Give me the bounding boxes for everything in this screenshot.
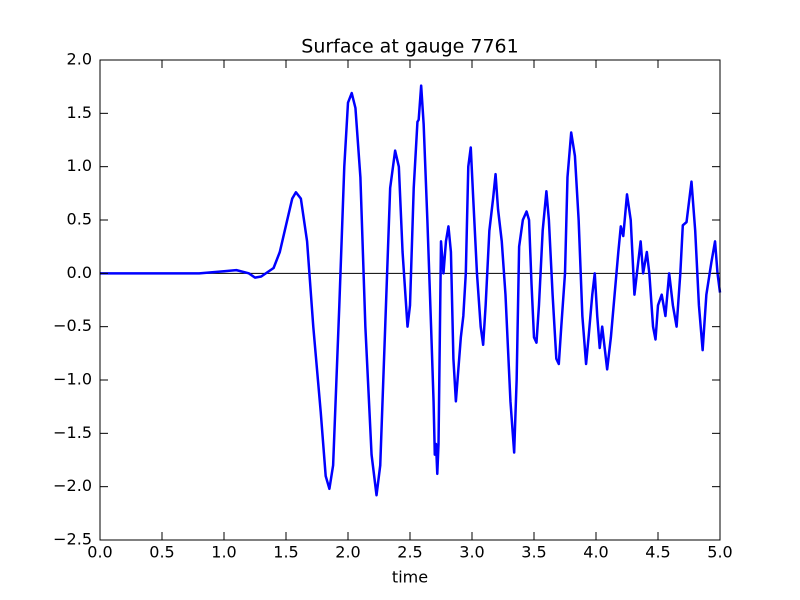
x-tick-label: 2.5 bbox=[397, 543, 422, 562]
x-tick-label: 1.0 bbox=[211, 543, 236, 562]
y-tick-label: 2.0 bbox=[67, 50, 92, 69]
x-tick-label: 5.0 bbox=[707, 543, 732, 562]
y-tick-label: −2.0 bbox=[53, 476, 92, 495]
x-tick-label: 4.0 bbox=[583, 543, 608, 562]
x-tick-label: 0.0 bbox=[87, 543, 112, 562]
y-tick-label: −2.5 bbox=[53, 530, 92, 549]
x-tick-label: 2.0 bbox=[335, 543, 360, 562]
x-tick-label: 4.5 bbox=[645, 543, 670, 562]
y-tick-label: 0.5 bbox=[67, 210, 92, 229]
data-line bbox=[100, 84, 722, 497]
y-tick-label: 1.5 bbox=[67, 103, 92, 122]
x-tick-label: 3.5 bbox=[521, 543, 546, 562]
chart-title: Surface at gauge 7761 bbox=[301, 36, 518, 58]
x-tick-label: 1.5 bbox=[273, 543, 298, 562]
y-tick-label: −1.0 bbox=[53, 370, 92, 389]
plot-frame bbox=[99, 59, 721, 541]
x-axis-label: time bbox=[392, 568, 428, 587]
y-tick-label: −1.5 bbox=[53, 423, 92, 442]
x-tick-label: 3.0 bbox=[459, 543, 484, 562]
y-tick-label: −0.5 bbox=[53, 316, 92, 335]
x-tick-label: 0.5 bbox=[149, 543, 174, 562]
y-tick-label: 1.0 bbox=[67, 156, 92, 175]
y-tick-label: 0.0 bbox=[67, 263, 92, 282]
